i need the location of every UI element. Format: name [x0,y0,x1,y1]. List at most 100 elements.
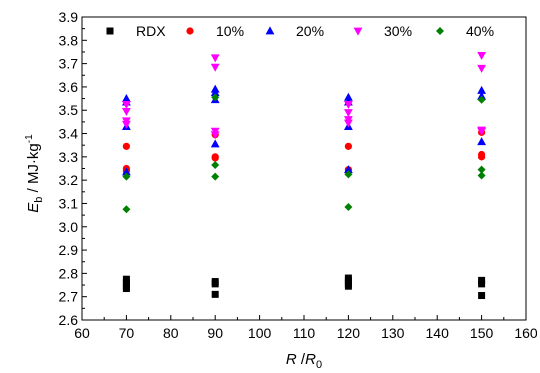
x-axis-title-submain: R [305,351,316,368]
x-tick-label: 140 [426,325,450,341]
data-point [122,142,130,150]
legend-label: 20% [296,23,324,39]
y-tick-label: 3.6 [59,79,79,95]
data-point [477,127,486,136]
series-10pct [122,128,486,175]
y-tick-label: 3.2 [59,172,79,188]
y-tick-label: 3.3 [59,149,79,165]
y-tick-label: 3.8 [59,32,79,48]
points-layer [122,52,486,300]
legend-item: 40% [436,23,494,39]
data-point [210,63,220,72]
y-tick-label: 3.5 [59,102,79,118]
data-point [477,95,486,104]
x-tick-label: 150 [470,325,494,341]
x-tick-label: 70 [119,325,135,341]
legend-label: 10% [216,23,244,39]
legend-item: 30% [353,23,412,39]
x-axis-title-sep: / [297,351,306,368]
data-point [122,120,131,129]
data-point [210,139,220,148]
data-point [344,202,353,211]
legend: RDX 10% 20% 30% 40% [106,23,494,39]
data-point [210,131,220,140]
legend-label: 40% [466,23,494,39]
x-tick-label: 120 [337,325,361,341]
legend-label: RDX [136,23,166,39]
x-tick-label: 130 [381,325,405,341]
axes-layer: 60 70 80 90 100 110 120 130 140 150 160 2.6 2.7 2.8 2.… [59,9,538,341]
data-point [211,280,219,288]
y-tick-label: 3.0 [59,219,79,235]
data-point [477,91,486,100]
y-axis-title-unit: / MJ·kg [25,143,42,196]
x-tick-label: 90 [207,325,223,341]
data-point [122,107,131,116]
y-tick-label: 3.1 [59,195,79,211]
data-point [211,93,220,102]
series-40pct [122,93,486,214]
legend-marker [265,26,275,35]
data-point [477,137,486,146]
data-point [122,167,131,176]
data-point [477,85,486,94]
data-point [211,154,219,162]
data-point [211,290,219,298]
x-tick-label: 60 [74,325,90,341]
data-point [210,54,220,63]
y-tick-label: 2.9 [59,242,79,258]
x-axis-title: R /R0 [286,351,322,371]
legend-marker [186,27,194,35]
data-point [344,170,353,179]
data-point [344,282,352,290]
y-axis-title-sub: b [33,197,45,203]
x-tick-label: 110 [293,325,316,341]
data-point [478,153,486,161]
legend-item: 20% [265,23,324,39]
data-point [211,161,220,170]
legend-item: 10% [186,23,244,39]
x-axis-title-main: R [286,351,297,368]
data-point [344,119,353,128]
x-tick-label: 80 [163,325,179,341]
data-point [344,109,353,118]
y-tick-label: 2.6 [59,312,79,328]
data-point [477,64,486,73]
x-tick-label: 160 [514,325,538,341]
y-tick-label: 3.4 [59,126,79,142]
data-point [344,142,352,150]
y-tick-label: 2.8 [59,265,79,281]
data-point [477,171,486,180]
legend-marker [353,27,363,36]
data-point [478,292,486,300]
legend-marker [436,27,444,35]
x-tick-label: 100 [248,325,272,341]
data-point [477,165,486,174]
data-point [344,92,353,101]
legend-label: 30% [384,23,412,39]
y-axis-title-sup: -1 [24,134,35,143]
data-point [122,285,130,293]
y-tick-label: 3.7 [59,56,79,72]
data-point [344,165,353,174]
legend-item: RDX [106,23,166,39]
series-20pct [122,84,486,176]
legend-marker [106,27,114,35]
y-tick-label: 3.9 [59,9,79,25]
data-point [477,52,486,61]
y-tick-label: 2.7 [59,289,79,305]
data-point [211,172,220,181]
data-point [344,101,353,110]
data-point [122,205,131,214]
plot-frame [81,16,527,321]
data-point [478,280,486,288]
y-axis-title: Eb / MJ·kg-1 [24,134,45,213]
data-point [210,88,220,97]
y-axis-title-main: E [25,202,42,213]
x-axis-title-sub: 0 [316,359,322,371]
series-30pct [122,52,486,140]
data-point [122,101,131,110]
series-rdx [122,274,486,300]
data-point [122,172,131,181]
